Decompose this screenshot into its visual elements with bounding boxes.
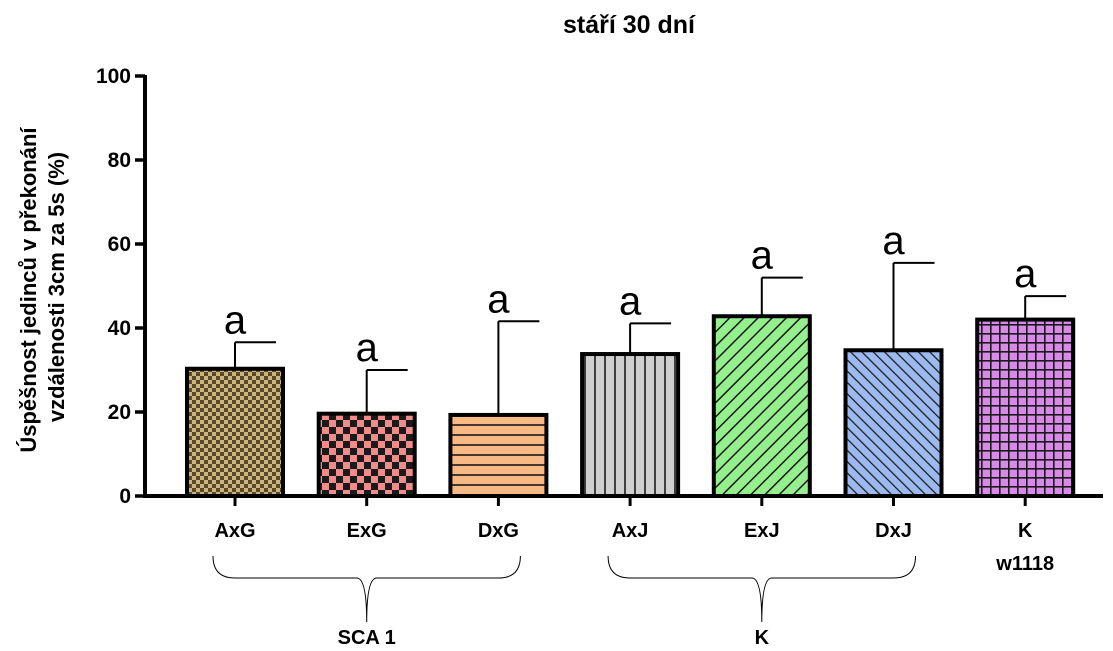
bar — [448, 412, 549, 498]
x-tick-label: AxJ — [612, 520, 649, 542]
bar — [711, 314, 812, 498]
x-tick-label: w1118 — [995, 553, 1054, 575]
significance-label: a — [882, 219, 905, 263]
significance-label: a — [751, 234, 774, 278]
group-bracket — [212, 555, 521, 623]
bars: a a a a a a a — [185, 219, 1076, 499]
significance-label: a — [619, 279, 642, 323]
significance-label: a — [224, 298, 247, 342]
group-label: SCA 1 — [338, 627, 396, 649]
group-brackets: SCA 1 K — [212, 555, 916, 649]
y-tick-label: 60 — [108, 233, 131, 256]
x-tick-label: DxG — [478, 520, 519, 542]
x-tick-label: ExG — [347, 520, 387, 542]
y-tick-label: 20 — [108, 401, 131, 424]
x-tick-label: K — [1018, 520, 1033, 542]
y-tick-label: 80 — [108, 149, 131, 172]
group-bracket — [607, 555, 916, 623]
x-tick-label: DxJ — [875, 520, 912, 542]
bar — [316, 411, 417, 498]
x-tick-label: ExJ — [744, 520, 780, 542]
y-tick-label: 0 — [119, 485, 131, 508]
y-axis: 0 20 40 60 80 100 — [96, 65, 147, 508]
y-axis-label: Úspěšnost jedinců v překonání vzdálenost… — [16, 121, 69, 452]
group-label: K — [755, 627, 770, 649]
significance-label: a — [1014, 252, 1037, 296]
bar — [185, 366, 285, 498]
bar — [975, 317, 1076, 498]
y-tick-label: 40 — [108, 317, 131, 340]
significance-label: a — [487, 277, 510, 321]
y-axis-label-line-1: Úspěšnost jedinců v překonání — [16, 127, 41, 453]
bar — [843, 348, 944, 499]
y-tick-label: 100 — [96, 65, 131, 88]
significance-label: a — [356, 326, 379, 370]
x-tick-label: AxG — [214, 520, 255, 542]
bar — [580, 352, 681, 499]
chart-title: stáří 30 dní — [563, 11, 696, 39]
y-axis-label-line-2: vzdálenosti 3cm za 5s (%) — [44, 152, 69, 422]
